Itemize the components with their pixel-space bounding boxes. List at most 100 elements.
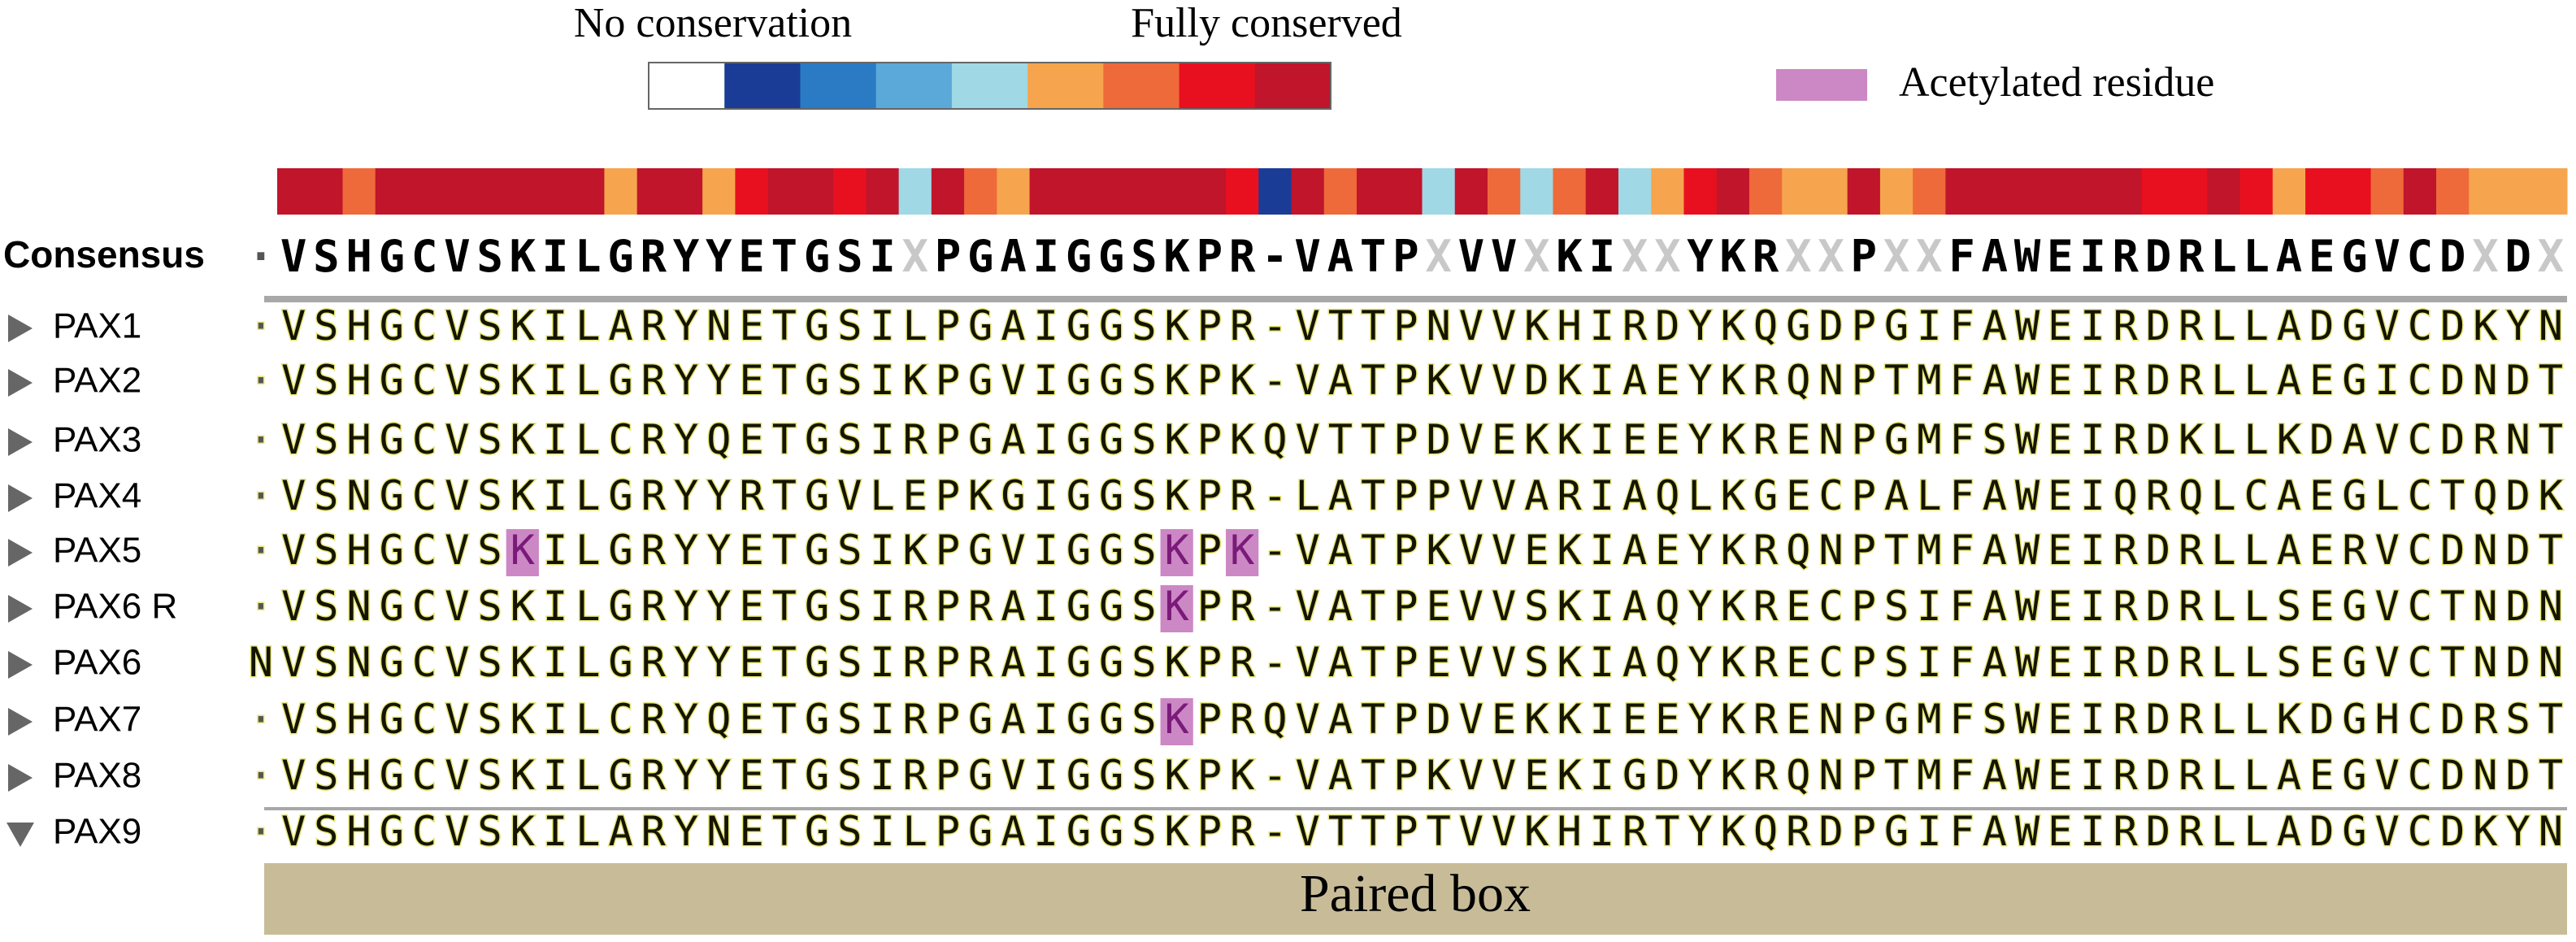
conservation-cell xyxy=(636,168,671,215)
conservation-cell xyxy=(342,168,376,215)
conservation-scale xyxy=(648,62,1331,110)
conservation-cell xyxy=(375,168,409,215)
conservation-cell xyxy=(1520,168,1553,215)
conservation-cell xyxy=(473,168,507,215)
expander-triangle xyxy=(7,823,34,847)
conservation-cell xyxy=(1683,168,1718,215)
sequence: · V S H G C V S K I L A R Y N E T G S I L P G A I G G S K P R - V T T P N V V K… xyxy=(249,302,2563,349)
conservation-cell xyxy=(1814,168,1848,215)
sequence: · V S H G C V S K I L G R Y Y E T G S I K P G V I G G S K P K - V A T P K V V D… xyxy=(249,357,2563,404)
row-label: PAX8 xyxy=(53,756,141,796)
conservation-cell xyxy=(1454,168,1488,215)
scale-swatch xyxy=(951,63,1028,109)
conservation-cell xyxy=(2076,168,2110,215)
consensus-label: Consensus xyxy=(3,233,205,276)
expander-triangle xyxy=(8,539,33,567)
expander-triangle xyxy=(8,651,33,679)
conservation-cell xyxy=(1062,168,1096,215)
conservation-cell xyxy=(2469,168,2503,215)
conservation-cell xyxy=(1879,168,1914,215)
conservation-cell xyxy=(1160,168,1194,215)
acetylated-highlight xyxy=(1160,529,1193,576)
expander-triangle xyxy=(8,428,33,456)
conservation-cell xyxy=(407,168,441,215)
scale-swatch xyxy=(649,63,725,109)
conservation-cell xyxy=(2305,168,2339,215)
conservation-bar xyxy=(277,168,2568,215)
conservation-cell xyxy=(1357,168,1390,215)
row-label: PAX2 xyxy=(53,361,141,401)
conservation-cell xyxy=(1651,168,1684,215)
conservation-cell xyxy=(1258,168,1292,215)
row-label: PAX1 xyxy=(53,306,141,346)
acetylated-label: Acetylated residue xyxy=(1899,59,2214,106)
conservation-cell xyxy=(2501,168,2535,215)
expander-triangle xyxy=(8,708,33,736)
conservation-cell xyxy=(2044,168,2077,215)
conservation-cell xyxy=(1716,168,1750,215)
conservation-cell xyxy=(1847,168,1881,215)
conservation-cell xyxy=(604,168,638,215)
legend-low-label: No conservation xyxy=(574,0,852,46)
conservation-cell xyxy=(2010,168,2044,215)
acetylated-swatch xyxy=(1776,69,1867,101)
expander-triangle xyxy=(8,764,33,792)
conservation-cell xyxy=(1585,168,1619,215)
scale-swatch xyxy=(1254,63,1331,109)
acetylated-highlight xyxy=(1160,585,1193,632)
expander-triangle xyxy=(8,315,33,342)
conservation-cell xyxy=(1323,168,1358,215)
row-label: PAX3 xyxy=(53,420,141,460)
conservation-cell xyxy=(2436,168,2470,215)
scale-swatch xyxy=(1179,63,1256,109)
sequence: · V S H G C V S K I L G R Y Y E T G S I R P G V I G G S K P K - V A T P K V V E… xyxy=(249,752,2563,799)
row-label: PAX7 xyxy=(53,700,141,740)
conservation-cell xyxy=(931,168,965,215)
row-label: PAX6 xyxy=(53,643,141,683)
conservation-cell xyxy=(2141,168,2175,215)
row-label: PAX9 xyxy=(53,812,141,852)
expander-triangle xyxy=(8,595,33,623)
conservation-cell xyxy=(571,168,605,215)
conservation-cell xyxy=(2207,168,2241,215)
sequence: · V S H G C V S K I L G R Y Y E T G S I K P G V I G G S K P K - V A T P K V V E… xyxy=(249,527,2563,574)
conservation-cell xyxy=(767,168,801,215)
scale-swatch xyxy=(800,63,877,109)
domain-box xyxy=(264,863,2567,935)
conservation-cell xyxy=(2338,168,2372,215)
conservation-cell xyxy=(441,168,474,215)
conservation-cell xyxy=(1618,168,1652,215)
row-label: PAX4 xyxy=(53,476,141,516)
acetylated-highlight xyxy=(1226,529,1259,576)
conservation-cell xyxy=(2272,168,2306,215)
conservation-cell xyxy=(2534,168,2568,215)
conservation-cell xyxy=(898,168,932,215)
conservation-cell xyxy=(1553,168,1587,215)
conservation-cell xyxy=(2239,168,2274,215)
conservation-cell xyxy=(669,168,703,215)
conservation-cell xyxy=(800,168,834,215)
sequence: · V S H G C V S K I L C R Y Q E T G S I R P G A I G G S K P K Q V T T P D V E K… xyxy=(249,416,2563,463)
scale-swatch xyxy=(875,63,953,109)
conservation-cell xyxy=(2370,168,2404,215)
sequence-rows: PAX1 · V S H G C V S K I L A R Y N E T G S I L P G A I G G S K P R - V T T P… xyxy=(7,301,2564,856)
conservation-cell xyxy=(2174,168,2208,215)
acetylated-highlight xyxy=(506,529,539,576)
sequence: · V S H G C V S K I L A R Y N E T G S I L P G A I G G S K P R - V T T P T V V K… xyxy=(249,808,2563,855)
conservation-cell xyxy=(1192,168,1227,215)
conservation-cell xyxy=(1127,168,1162,215)
conservation-cell xyxy=(1029,168,1063,215)
conservation-cell xyxy=(1095,168,1128,215)
expander-triangle xyxy=(8,484,33,512)
scale-border xyxy=(648,62,1331,110)
conservation-cell xyxy=(866,168,900,215)
conservation-cell xyxy=(702,168,736,215)
conservation-cell xyxy=(538,168,572,215)
conservation-cell xyxy=(1226,168,1259,215)
conservation-cell xyxy=(833,168,867,215)
conservation-cell xyxy=(1913,168,1946,215)
sequence: · V S N G C V S K I L G R Y Y E T G S I R P R A I G G S K P R - V A T P E V V S… xyxy=(249,583,2563,630)
conservation-cell xyxy=(1291,168,1325,215)
